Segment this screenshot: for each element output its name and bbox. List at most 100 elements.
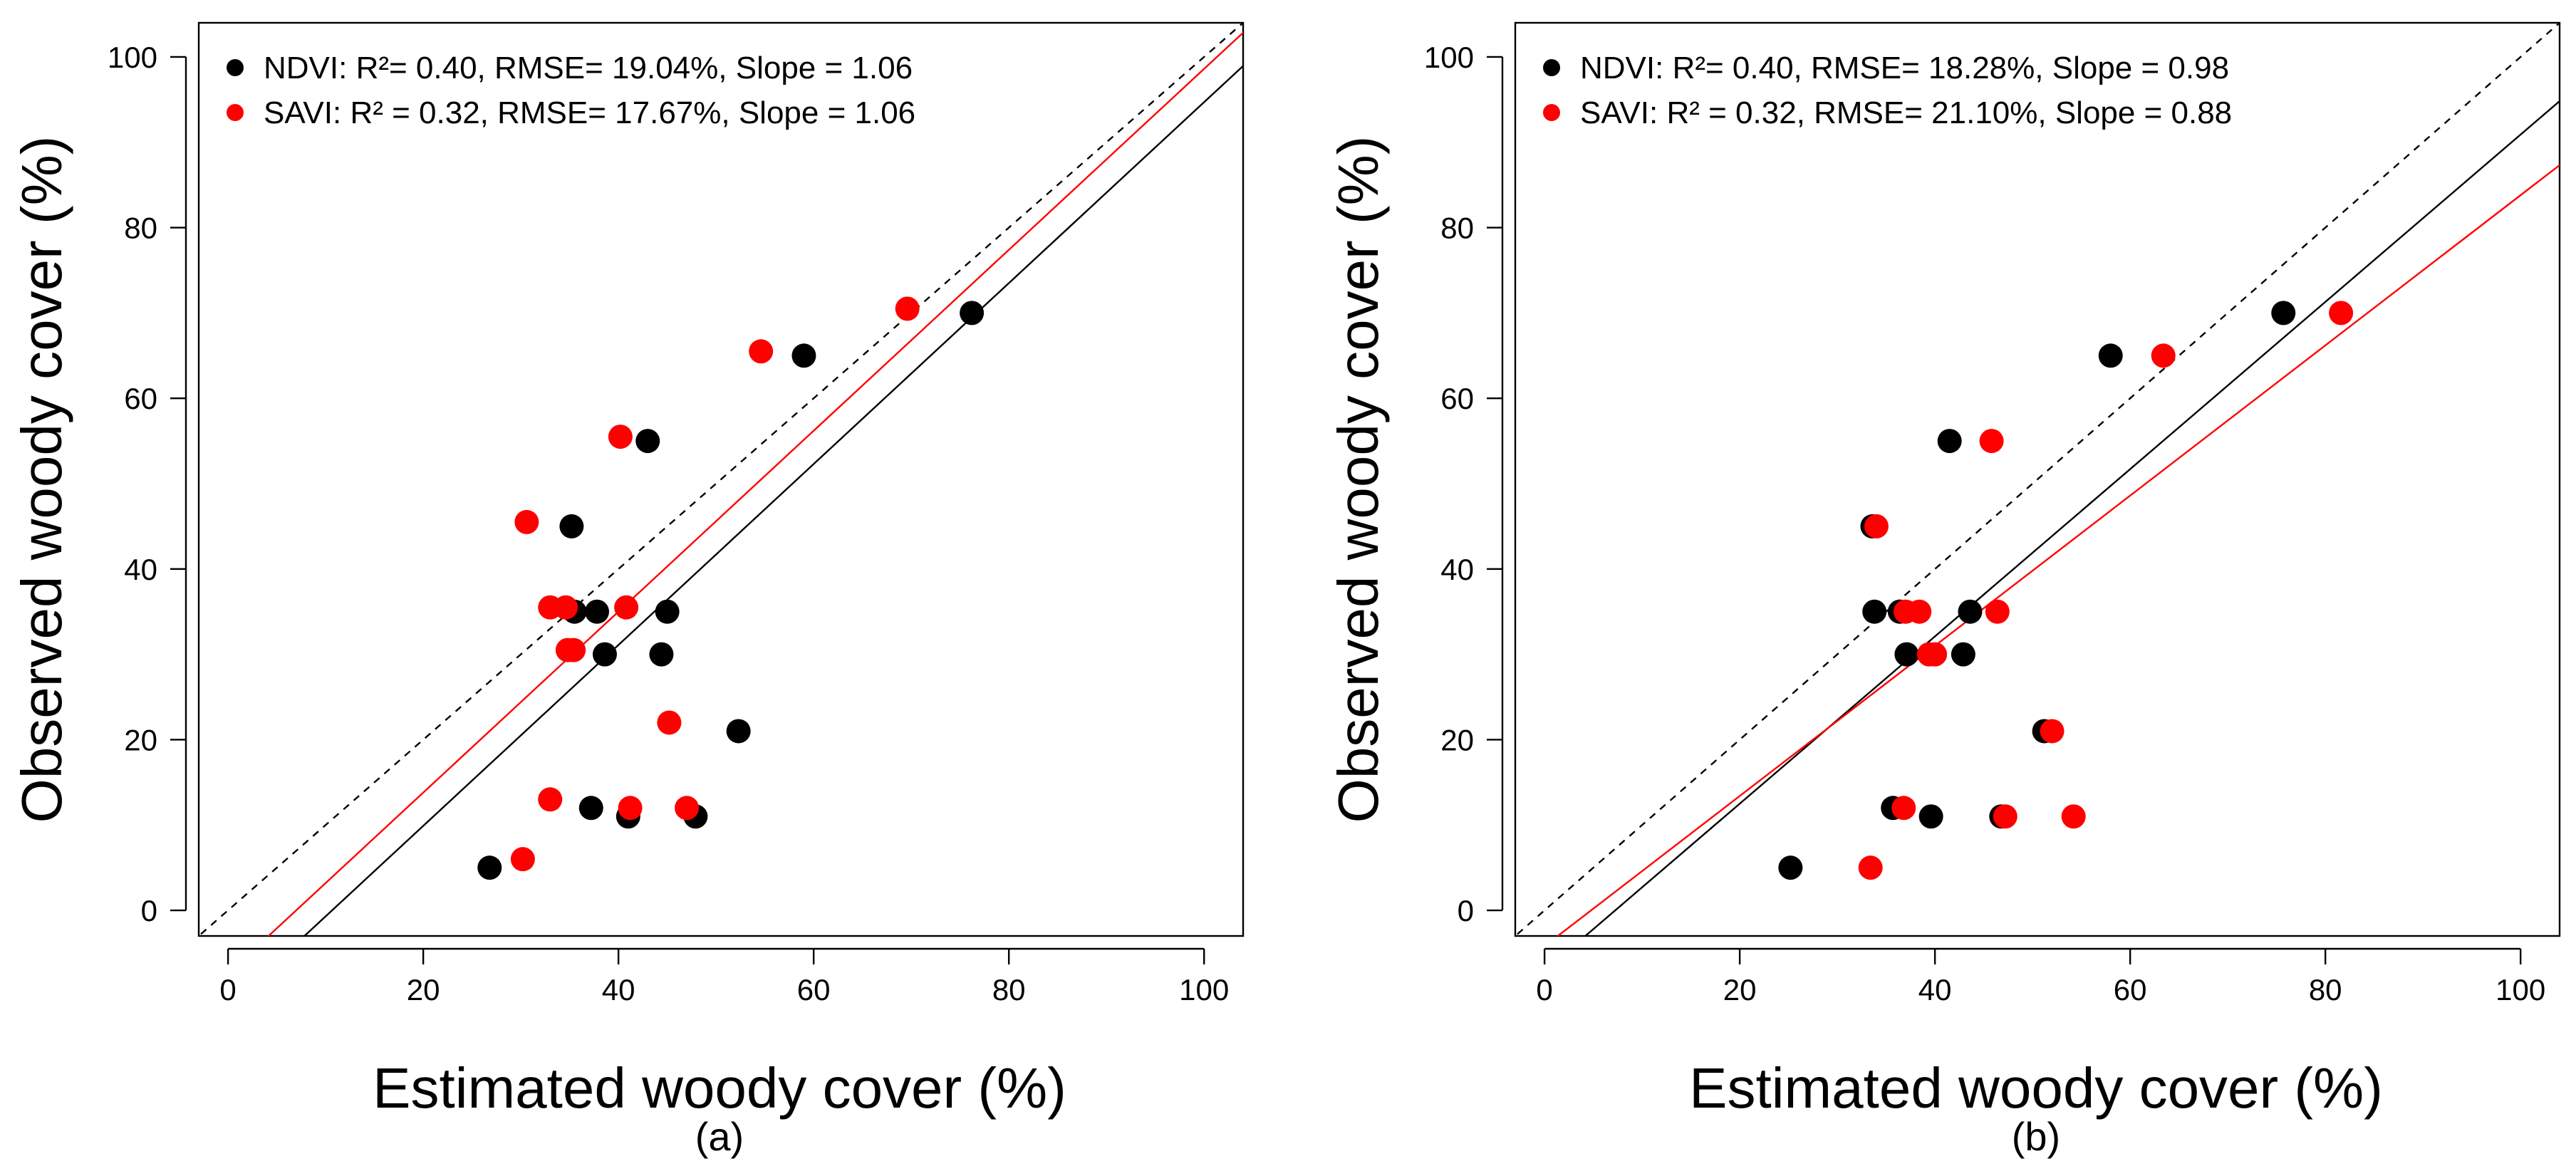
ndvi-point (960, 301, 985, 326)
one-to-one-line (199, 23, 1243, 936)
x-tick-label: 40 (1918, 973, 1952, 1006)
savi-point (2061, 804, 2086, 829)
panel-a: 0 20 40 60 80 100 0 20 40 60 80 100 NDVI: R²= 0.40… (10, 21, 1245, 1159)
savi-point (554, 595, 578, 620)
fit-lines-a (199, 23, 1243, 936)
y-tick-label: 40 (1440, 553, 1474, 586)
savi-point (1858, 855, 1883, 880)
y-tick-label: 60 (124, 382, 157, 415)
legend-marker-savi-a (227, 104, 244, 121)
savi-point (510, 847, 535, 872)
savi-fit-line (267, 31, 1243, 936)
plot-frame-b (1514, 21, 2561, 937)
x-tick-label: 80 (992, 973, 1026, 1006)
x-axis-title-a: Estimated woody cover (%) (373, 1056, 1066, 1120)
ndvi-point (649, 642, 674, 667)
ndvi-point (791, 343, 816, 368)
x-tick-label: 0 (1536, 973, 1552, 1006)
legend-a: NDVI: R²= 0.40, RMSE= 19.04%, Slope = 1.… (227, 51, 915, 130)
savi-point (1864, 514, 1889, 538)
x-axis-title-b: Estimated woody cover (%) (1689, 1056, 2383, 1120)
panel-label-b: (b) (2012, 1114, 2060, 1159)
legend-marker-savi-b (1543, 104, 1560, 121)
savi-point (895, 296, 920, 321)
ndvi-point (1958, 599, 1983, 624)
ndvi-point (726, 719, 751, 744)
y-axis-b: 0 20 40 60 80 100 (1424, 41, 1504, 927)
x-tick-label: 20 (407, 973, 440, 1006)
savi-point (561, 638, 586, 662)
legend-text-ndvi-a: NDVI: R²= 0.40, RMSE= 19.04%, Slope = 1.… (264, 51, 913, 85)
y-tick-label: 60 (1440, 382, 1474, 415)
ndvi-point (1918, 804, 1943, 829)
panel-b: 0 20 40 60 80 100 0 20 40 60 80 100 NDVI: R²= 0.40… (1326, 21, 2561, 1159)
fit-lines-b (1515, 23, 2560, 936)
savi-point (2151, 343, 2176, 368)
x-tick-label: 20 (1723, 973, 1757, 1006)
x-tick-label: 100 (2496, 973, 2545, 1006)
savi-point (608, 425, 633, 449)
ndvi-point (2271, 301, 2296, 326)
ndvi-point (592, 642, 617, 667)
y-tick-label: 0 (1458, 894, 1474, 927)
x-axis-a: 0 20 40 60 80 100 (219, 947, 1229, 1006)
one-to-one-line (1515, 23, 2560, 936)
y-tick-label: 20 (124, 723, 157, 756)
ndvi-point (578, 796, 603, 821)
x-tick-label: 60 (2114, 973, 2147, 1006)
ndvi-point (559, 514, 584, 538)
ndvi-fit-line (303, 64, 1243, 936)
legend-text-savi-b: SAVI: R² = 0.32, RMSE= 21.10%, Slope = 0… (1580, 95, 2232, 130)
y-tick-label: 40 (124, 553, 157, 586)
legend-marker-ndvi-a (227, 59, 244, 76)
panel-label-a: (a) (695, 1114, 744, 1159)
savi-point (749, 339, 774, 364)
ndvi-point (655, 599, 680, 624)
ndvi-point (1937, 429, 1962, 454)
legend-text-savi-a: SAVI: R² = 0.32, RMSE= 17.67%, Slope = 1… (264, 95, 915, 130)
ndvi-point (1951, 642, 1975, 667)
points-a (477, 296, 985, 880)
ndvi-fit-line (1584, 100, 2560, 936)
y-axis-title-a: Observed woody cover (%) (10, 136, 73, 823)
savi-point (675, 796, 700, 821)
ndvi-point (2098, 343, 2123, 368)
y-tick-label: 100 (108, 41, 157, 74)
x-tick-label: 60 (797, 973, 831, 1006)
x-tick-label: 0 (219, 973, 236, 1006)
ndvi-point (635, 429, 660, 454)
ndvi-point (477, 855, 502, 880)
y-tick-label: 20 (1440, 723, 1474, 756)
y-axis-title-b: Observed woody cover (%) (1326, 136, 1390, 823)
savi-point (614, 595, 639, 620)
y-axis-a: 0 20 40 60 80 100 (108, 41, 187, 927)
savi-point (538, 787, 563, 812)
ndvi-point (1778, 855, 1803, 880)
ndvi-point (584, 599, 609, 624)
savi-point (2040, 719, 2065, 744)
x-axis-b: 0 20 40 60 80 100 (1536, 947, 2545, 1006)
savi-point (2329, 301, 2354, 326)
savi-point (1979, 429, 2004, 454)
savi-fit-line (1556, 164, 2560, 936)
x-tick-label: 80 (2309, 973, 2342, 1006)
points-b (1778, 301, 2354, 880)
savi-point (514, 509, 539, 534)
legend-text-ndvi-b: NDVI: R²= 0.40, RMSE= 18.28%, Slope = 0.… (1580, 51, 2229, 85)
savi-point (1907, 599, 1932, 624)
savi-point (1891, 796, 1916, 821)
savi-point (657, 710, 682, 735)
savi-point (1993, 804, 2017, 829)
plot-frame-a (197, 21, 1245, 937)
savi-point (618, 796, 643, 821)
y-tick-label: 0 (141, 894, 157, 927)
y-tick-label: 80 (124, 212, 157, 245)
y-tick-label: 80 (1440, 212, 1474, 245)
ndvi-point (1862, 599, 1887, 624)
savi-point (1923, 642, 1948, 667)
legend-marker-ndvi-b (1543, 59, 1560, 76)
legend-b: NDVI: R²= 0.40, RMSE= 18.28%, Slope = 0.… (1543, 51, 2232, 130)
x-tick-label: 100 (1179, 973, 1229, 1006)
savi-point (1985, 599, 2010, 624)
ndvi-point (1894, 642, 1919, 667)
